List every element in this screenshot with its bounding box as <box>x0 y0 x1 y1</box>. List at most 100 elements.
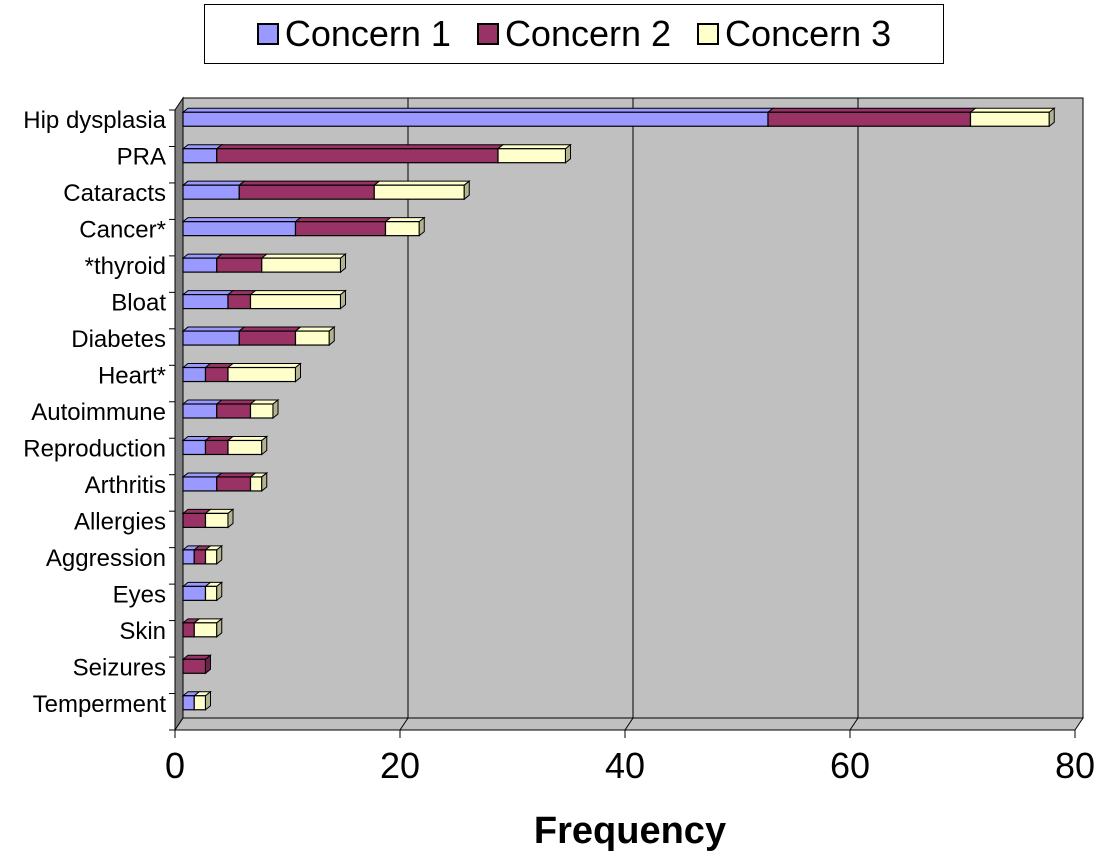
bars <box>181 107 1056 711</box>
legend-swatch-concern-3 <box>697 23 720 45</box>
bar-pra-concern-1 <box>182 148 218 164</box>
bar-cataracts-concern-1 <box>182 184 240 200</box>
bar-cancer-concern-1-top <box>181 217 302 223</box>
bar-temperment-concern-3 <box>193 695 207 711</box>
category-label-aggression: Aggression <box>46 545 166 572</box>
category-label-eyes: Eyes <box>113 581 166 608</box>
bar-arthritis-concern-2-top <box>215 472 257 478</box>
bar-cataracts-concern-3-top <box>372 180 471 186</box>
bar-autoimmune-concern-1 <box>182 403 218 419</box>
category-label-allergies: Allergies <box>74 508 166 535</box>
bar-autoimmune-concern-3 <box>249 403 274 419</box>
bar-heart-concern-1 <box>182 366 207 383</box>
category-label-skin: Skin <box>119 618 166 645</box>
bar-reproduction-concern-1 <box>182 439 207 456</box>
bar-eyes-end <box>216 581 223 602</box>
x-tick-label: 40 <box>605 745 645 786</box>
bar-bloat-concern-2 <box>227 293 252 310</box>
bar-diabetes-concern-1-top <box>181 326 246 332</box>
legend-item-concern-1: Concern 1 <box>256 13 451 54</box>
bar-arthritis-concern-1 <box>182 476 218 492</box>
bar-thyroid-concern-2-top <box>215 253 269 259</box>
bar-reproduction-concern-3 <box>227 439 263 456</box>
bar-seizures-concern-2 <box>182 658 207 674</box>
bar-heart-concern-3 <box>227 366 297 383</box>
bar-temperment-end <box>205 690 211 711</box>
bar-heart-end <box>295 362 301 383</box>
bar-autoimmune-concern-1-top <box>181 399 224 405</box>
bar-thyroid-concern-3-top <box>260 253 347 259</box>
bar-heart-concern-2 <box>204 366 229 383</box>
bar-bloat-concern-1 <box>182 293 229 310</box>
bar-thyroid-concern-2 <box>216 257 263 273</box>
legend-label-concern-1: Concern 1 <box>284 13 451 54</box>
bar-hip-dysplasia-concern-2 <box>767 111 972 127</box>
bar-pra-concern-2 <box>216 148 499 164</box>
bar-diabetes-concern-2-top <box>237 326 302 332</box>
bar-skin-concern-2 <box>182 622 195 638</box>
category-label-temperment: Temperment <box>33 691 167 718</box>
bar-pra-concern-1-top <box>181 144 224 150</box>
bar-arthritis-end <box>261 471 268 492</box>
category-label-cataracts: Cataracts <box>63 180 166 207</box>
labels: 0 20 40 60 80 Hip dysplasia PRA Cataracts Cancer… <box>23 107 1095 786</box>
bar-cataracts-concern-2 <box>238 184 375 200</box>
legend-label-concern-2: Concern 2 <box>504 13 672 54</box>
category-label-pra: PRA <box>117 144 166 171</box>
bar-cataracts-concern-2-top <box>237 180 381 186</box>
gridline-floor <box>849 717 859 731</box>
legend-label-concern-3: Concern 3 <box>725 13 892 54</box>
bar-thyroid-concern-1-top <box>181 253 224 259</box>
category-label-diabetes: Diabetes <box>71 326 166 353</box>
legend-swatch-concern-1 <box>256 23 279 45</box>
category-label-hip-dysplasia: Hip dysplasia <box>23 107 166 134</box>
bar-pra-concern-3 <box>497 148 567 164</box>
bar-allergies-end <box>227 508 234 529</box>
bar-aggression-concern-3 <box>204 549 218 565</box>
bar-diabetes-concern-3 <box>294 330 330 346</box>
x-tick-label: 20 <box>380 745 420 786</box>
bar-skin-concern-3 <box>193 622 218 638</box>
bar-cancer-concern-1 <box>182 221 297 237</box>
bar-cancer-end <box>418 216 425 237</box>
bar-heart-concern-3-top <box>226 363 302 369</box>
bar-thyroid-concern-1 <box>182 257 218 273</box>
bar-bloat-end <box>340 289 346 310</box>
bar-thyroid-end <box>340 253 346 274</box>
bar-hip-dysplasia-concern-3 <box>969 111 1050 127</box>
x-tick-label: 0 <box>165 745 185 786</box>
gridline-floor <box>624 717 634 731</box>
category-label-cancer: Cancer* <box>79 217 166 244</box>
bar-hip-dysplasia-concern-1 <box>182 111 769 127</box>
legend-item-concern-3: Concern 3 <box>697 16 891 52</box>
bar-aggression-concern-1 <box>182 549 195 565</box>
bar-reproduction-concern-2 <box>204 439 229 456</box>
category-label-autoimmune: Autoimmune <box>31 399 166 426</box>
bar-arthritis-concern-1-top <box>181 472 224 478</box>
x-axis-title: Frequency <box>533 810 727 852</box>
bar-bloat-concern-3-top <box>249 290 347 296</box>
legend-item-concern-2: Concern 2 <box>476 13 672 54</box>
bar-allergies-concern-3 <box>204 512 229 529</box>
category-label-reproduction: Reproduction <box>23 435 166 462</box>
bar-autoimmune-end <box>272 398 279 420</box>
bar-thyroid-concern-3 <box>261 257 342 273</box>
plot-side-wall <box>174 96 184 732</box>
bar-diabetes-concern-2 <box>238 330 297 346</box>
legend: Concern 1 Concern 2 Concern 3 <box>204 4 944 64</box>
bar-hip-dysplasia-end <box>1048 107 1055 128</box>
bar-cataracts-end <box>463 180 470 201</box>
bar-eyes-concern-3 <box>204 585 218 601</box>
bar-diabetes-end <box>328 326 335 347</box>
bar-cataracts-concern-3 <box>373 184 465 200</box>
bar-skin-end <box>216 617 223 638</box>
bar-aggression-concern-2 <box>193 549 207 565</box>
x-tick-label: 60 <box>830 745 870 786</box>
gridline-floor <box>399 717 409 731</box>
bar-pra-concern-2-top <box>215 144 505 150</box>
bar-cancer-concern-2-top <box>294 217 392 223</box>
bar-autoimmune-concern-2-top <box>215 399 257 405</box>
bar-pra-end <box>565 143 571 164</box>
category-label-seizures: Seizures <box>73 654 166 681</box>
